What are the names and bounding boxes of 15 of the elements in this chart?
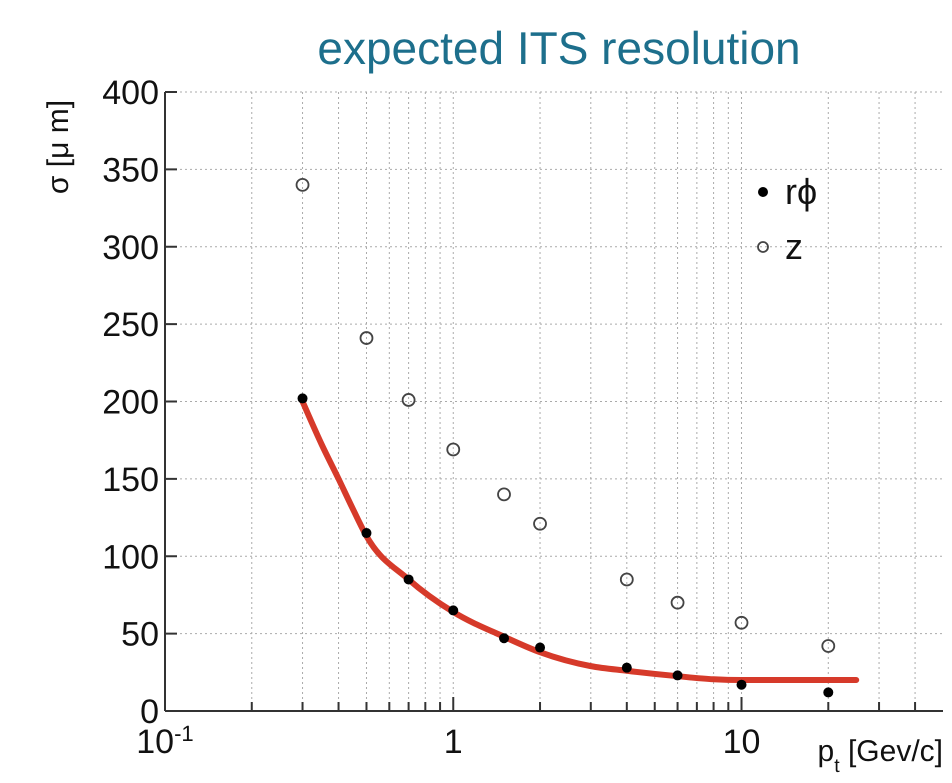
legend-label: z (785, 226, 803, 267)
x-tick-label: 10 (722, 723, 760, 761)
y-tick-label: 350 (102, 151, 159, 190)
y-tick-label: 300 (102, 228, 159, 267)
y-tick-label: 250 (102, 306, 159, 344)
x-tick-label: 1 (444, 723, 463, 761)
legend-label: rϕ (785, 171, 818, 212)
y-tick-label: 50 (121, 616, 159, 654)
y-axis-title: σ [μ m] (42, 100, 75, 194)
y-tick-label: 150 (102, 460, 159, 499)
chart-title: expected ITS resolution (317, 22, 801, 74)
y-tick-label: 200 (102, 384, 159, 422)
x-axis-title: p$_{t}$ [Gev/c] (818, 735, 943, 777)
y-tick-label: 100 (102, 538, 159, 576)
y-tick-label: 400 (102, 74, 159, 112)
